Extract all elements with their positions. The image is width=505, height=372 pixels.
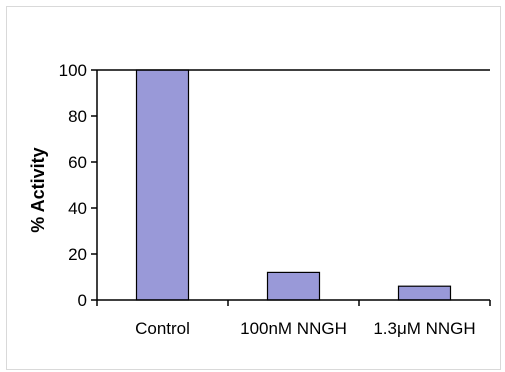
y-axis-label: % Activity: [28, 147, 48, 232]
bar: [135, 69, 190, 301]
x-tick-label: 1.3μM NNGH: [373, 319, 475, 338]
y-tick-label: 40: [68, 199, 87, 218]
y-tick-label: 80: [68, 107, 87, 126]
y-tick-label: 20: [68, 245, 87, 264]
x-tick-label: 100nM NNGH: [240, 319, 347, 338]
bar: [266, 271, 321, 301]
chart-frame: [6, 6, 501, 370]
y-tick-label: 0: [78, 291, 87, 310]
x-tick-label: Control: [135, 319, 190, 338]
bar: [397, 285, 452, 301]
y-tick-label: 60: [68, 153, 87, 172]
y-tick-label: 100: [59, 61, 87, 80]
